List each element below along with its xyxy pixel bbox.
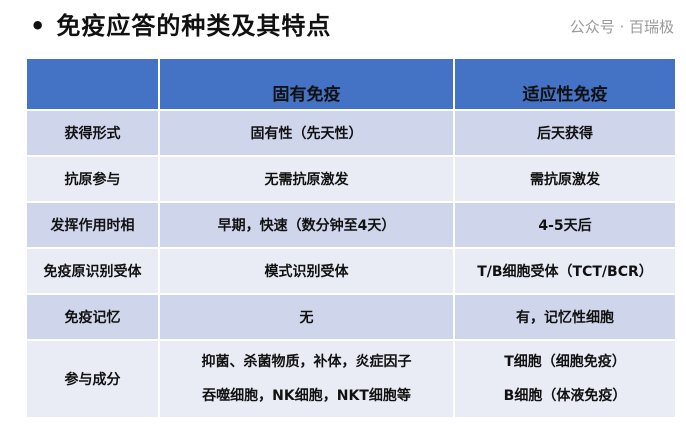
innate-cell: 早期，快速（数分钟至4天） bbox=[158, 201, 455, 249]
innate-cell: 无需抗原激发 bbox=[158, 155, 455, 203]
row-label: 获得形式 bbox=[25, 109, 160, 157]
row-label: 免疫原识别受体 bbox=[25, 247, 160, 295]
adaptive-cell: 有，记忆性细胞 bbox=[453, 293, 677, 341]
header-innate: 固有免疫 bbox=[158, 57, 455, 111]
table-row: 发挥作用时相 早期，快速（数分钟至4天） 4-5天后 bbox=[25, 201, 677, 249]
cell-line: 4-5天后 bbox=[538, 218, 592, 234]
cell-line: 吞噬细胞，NK细胞，NKT细胞等 bbox=[202, 388, 411, 404]
cell-line: T细胞（细胞免疫） bbox=[504, 354, 626, 370]
innate-cell: 无 bbox=[158, 293, 455, 341]
cell-line: 固有性（先天性） bbox=[250, 126, 363, 142]
row-label: 发挥作用时相 bbox=[25, 201, 160, 249]
innate-cell: 抑菌、杀菌物质，补体，炎症因子 吞噬细胞，NK细胞，NKT细胞等 bbox=[158, 339, 455, 419]
table-row: 参与成分 抑菌、杀菌物质，补体，炎症因子 吞噬细胞，NK细胞，NKT细胞等 T细胞（细… bbox=[25, 339, 677, 419]
adaptive-cell: 后天获得 bbox=[453, 109, 677, 157]
innate-cell: 模式识别受体 bbox=[158, 247, 455, 295]
adaptive-cell: T/B细胞受体（TCT/BCR） bbox=[453, 247, 677, 295]
title-text: 免疫应答的种类及其特点 bbox=[56, 12, 332, 40]
table-row: 抗原参与 无需抗原激发 需抗原激发 bbox=[25, 155, 677, 203]
cell-line: 无 bbox=[299, 310, 314, 326]
adaptive-cell: T细胞（细胞免疫） B细胞（体液免疫） bbox=[453, 339, 677, 419]
header-cell-empty bbox=[25, 57, 160, 111]
adaptive-cell: 需抗原激发 bbox=[453, 155, 677, 203]
table-row: 免疫记忆 无 有，记忆性细胞 bbox=[25, 293, 677, 341]
header-row: 固有免疫 适应性免疫 bbox=[25, 57, 677, 111]
cell-line: 后天获得 bbox=[537, 126, 593, 142]
cell-line: 早期，快速（数分钟至4天） bbox=[217, 218, 396, 234]
slide-title: • 免疫应答的种类及其特点 bbox=[30, 6, 331, 41]
cell-line: 无需抗原激发 bbox=[264, 172, 349, 188]
cell-line: B细胞（体液免疫） bbox=[503, 388, 627, 404]
bullet: • bbox=[30, 12, 47, 40]
cell-line: 需抗原激发 bbox=[530, 172, 600, 188]
watermark: 公众号 · 百瑞极 bbox=[569, 18, 674, 36]
table-row: 免疫原识别受体 模式识别受体 T/B细胞受体（TCT/BCR） bbox=[25, 247, 677, 295]
cell-line: 模式识别受体 bbox=[264, 264, 349, 280]
cell-line: T/B细胞受体（TCT/BCR） bbox=[477, 264, 653, 280]
comparison-table: 固有免疫 适应性免疫 获得形式 固有性（先天性） 后天获得抗原参与 无需抗原激发 需抗原… bbox=[25, 57, 677, 419]
header-adaptive: 适应性免疫 bbox=[453, 57, 677, 111]
row-label: 免疫记忆 bbox=[25, 293, 160, 341]
row-label: 抗原参与 bbox=[25, 155, 160, 203]
adaptive-cell: 4-5天后 bbox=[453, 201, 677, 249]
table-row: 获得形式 固有性（先天性） 后天获得 bbox=[25, 109, 677, 157]
cell-line: 有，记忆性细胞 bbox=[516, 310, 614, 326]
cell-line: 抑菌、杀菌物质，补体，炎症因子 bbox=[201, 354, 412, 370]
row-label: 参与成分 bbox=[25, 339, 160, 419]
innate-cell: 固有性（先天性） bbox=[158, 109, 455, 157]
